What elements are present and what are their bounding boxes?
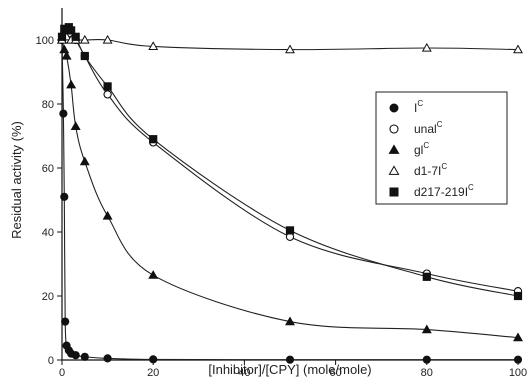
legend-marker [388,165,400,175]
legend-marker [389,124,399,134]
data-point [513,291,523,301]
x-tick-label: 40 [238,367,250,378]
data-point [67,26,76,35]
data-point [80,51,89,61]
data-point [149,135,158,144]
data-point [79,34,90,44]
x-tick-label: 60 [329,367,341,378]
legend-box [375,91,508,205]
data-point [513,44,523,54]
data-point [513,332,523,342]
y-tick-label: 0 [48,355,54,367]
legend-label: IC [414,99,423,115]
data-point [148,270,159,279]
data-point [422,272,431,281]
legend-label: d217-219IC [414,183,474,199]
y-tick-label: 100 [36,35,54,47]
legend-label-superscript: C [437,120,443,129]
legend-marker [388,144,400,154]
data-point [61,317,70,326]
legend-label: unalC [414,120,443,136]
data-point [103,90,112,99]
legend-label: d1-7IC [414,162,447,178]
data-point [80,352,89,361]
y-tick-label: 40 [42,227,54,239]
legend-label-superscript: C [423,141,429,150]
x-tick-label: 80 [421,367,433,378]
data-point [102,210,113,220]
legend-marker [389,187,399,197]
data-point [60,192,69,201]
y-axis-label: Residual activity (%) [9,121,24,239]
x-tick-label: 20 [147,367,159,378]
data-point [59,44,70,54]
data-point [285,316,295,326]
data-point [421,42,432,52]
data-point [61,50,72,60]
data-point [71,32,80,41]
data-point [149,355,158,364]
data-point [513,355,523,364]
y-tick-label: 60 [42,163,54,175]
data-point [66,79,77,89]
legend-marker [389,103,399,113]
data-point [70,121,81,130]
y-tick-label: 20 [42,291,54,303]
data-point [102,34,113,44]
data-point [103,82,112,91]
data-point [57,32,67,41]
data-point [421,324,432,334]
data-point [422,355,431,364]
y-tick-label: 80 [42,99,54,111]
data-point [285,226,295,235]
data-point [71,351,80,360]
data-point [103,354,112,363]
legend-label-superscript: C [441,162,447,171]
data-point [148,41,159,50]
data-point [285,44,295,54]
legend-label-superscript: C [468,183,474,192]
x-tick-label: 100 [509,367,527,378]
data-point [285,355,295,364]
legend-label-superscript: C [417,99,423,108]
x-axis-label: [Inhibitor]/[CPY] (mole/mole) [208,362,371,377]
data-points [57,23,523,364]
data-point [79,156,90,166]
x-tick-label: 0 [59,367,65,378]
y-ticks: 0 20 40 60 80 100 [36,35,62,367]
data-point [59,109,68,118]
